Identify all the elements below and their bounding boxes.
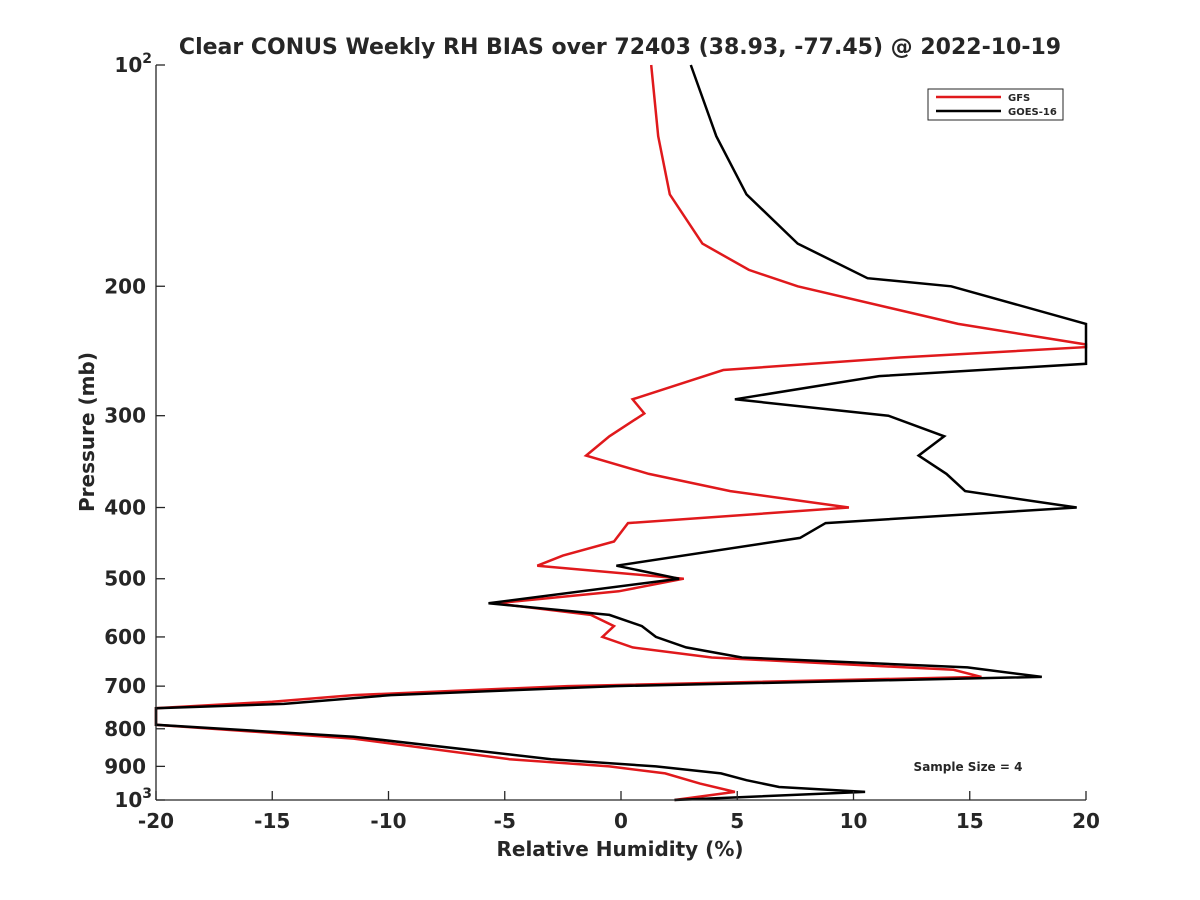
- x-tick-label: -10: [370, 809, 406, 833]
- y-tick-label: 103: [114, 786, 152, 812]
- x-tick-label: 0: [614, 809, 628, 833]
- series-layer: [154, 64, 1088, 802]
- x-tick-label: 15: [956, 809, 984, 833]
- y-tick-label: 500: [104, 567, 146, 591]
- legend-box: [927, 88, 1064, 121]
- y-tick-label: 400: [104, 496, 146, 520]
- x-tick-label: 5: [730, 809, 744, 833]
- y-tick-label: 700: [104, 674, 146, 698]
- x-tick-label: 10: [840, 809, 868, 833]
- series-line-1: [154, 64, 1088, 802]
- legend: GFS GOES-16: [927, 88, 1064, 121]
- axes: -20 -15 -10 -5 0 5 10 15 20 102 200 300 400 500 600 70…: [104, 51, 1100, 833]
- y-tick-label: 600: [104, 625, 146, 649]
- y-tick-label: 800: [104, 717, 146, 741]
- y-tick-label: 300: [104, 404, 146, 428]
- x-tick-label: -15: [254, 809, 290, 833]
- x-axis-label: Relative Humidity (%): [496, 837, 743, 861]
- legend-label-gfs: GFS: [1008, 93, 1030, 104]
- x-tick-label: 20: [1072, 809, 1100, 833]
- x-ticks: -20 -15 -10 -5 0 5 10 15 20: [138, 791, 1100, 833]
- sample-size-annotation: Sample Size = 4: [914, 760, 1023, 774]
- y-tick-label: 200: [104, 274, 146, 298]
- legend-label-goes16: GOES-16: [1008, 107, 1057, 118]
- y-tick-label: 900: [104, 754, 146, 778]
- x-tick-label: -5: [494, 809, 516, 833]
- y-ticks: 102 200 300 400 500 600 700 800 900 103: [104, 51, 165, 812]
- x-tick-label: -20: [138, 809, 174, 833]
- chart-title: Clear CONUS Weekly RH BIAS over 72403 (3…: [179, 35, 1061, 60]
- y-axis-label: Pressure (mb): [75, 352, 99, 512]
- series-line-0: [154, 64, 1088, 802]
- y-tick-label: 102: [114, 51, 152, 77]
